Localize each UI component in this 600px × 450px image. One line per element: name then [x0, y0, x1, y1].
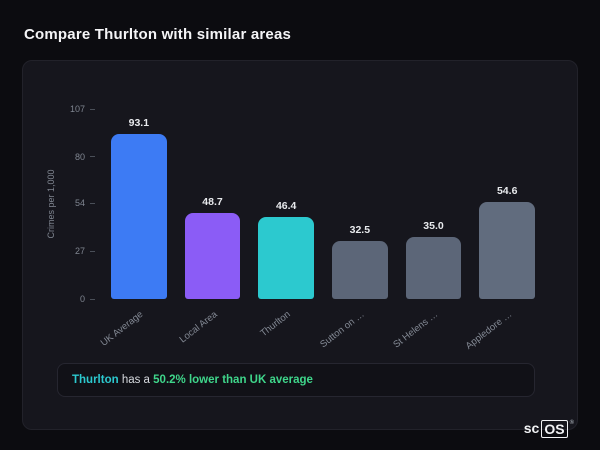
y-tick: 27	[75, 246, 95, 256]
x-axis-label: Thurlton	[258, 309, 293, 340]
chart-card: Crimes per 1,000 0 27 54 80 107 93.1 UK Avera…	[22, 60, 578, 430]
note-highlight-text: 50.2% lower than UK average	[153, 374, 313, 386]
bars: 93.1 UK Average 48.7 Local Area 46.4 Thurlton…	[99, 109, 536, 352]
bar[interactable]	[258, 216, 315, 299]
y-tick: 107	[70, 104, 95, 114]
y-tick: 80	[75, 152, 95, 162]
page-title: Compare Thurlton with similar areas	[24, 26, 292, 43]
bar-value-label: 93.1	[128, 116, 150, 129]
brand-logo: sc OS ®	[523, 419, 574, 438]
note-area-name: Thurlton	[72, 374, 119, 386]
bar-chart: Crimes per 1,000 0 27 54 80 107 93.1 UK Avera…	[46, 104, 536, 352]
bar[interactable]	[111, 133, 167, 299]
bar[interactable]	[184, 212, 241, 299]
bar-group: 48.7 Local Area	[177, 109, 241, 345]
note-middle-text: has a	[118, 374, 154, 386]
y-tick-label: 80	[74, 151, 85, 162]
y-tick-label: 107	[69, 104, 85, 114]
y-tick: 0	[80, 294, 95, 304]
bar-value-label: 48.7	[202, 195, 223, 208]
bar-group: 32.5 Sutton on …	[318, 109, 388, 350]
y-tick-mark	[90, 156, 95, 158]
bar-value-label: 54.6	[496, 185, 518, 198]
x-axis-label: Local Area	[177, 309, 220, 346]
y-tick-label: 54	[74, 198, 85, 209]
y-tick-mark	[90, 298, 95, 300]
logo-prefix: sc	[523, 419, 540, 436]
x-axis-label: Appledore …	[463, 309, 514, 352]
bar-value-label: 46.4	[275, 199, 297, 212]
bar-value-label: 35.0	[423, 219, 444, 232]
summary-note: Thurlton has a 50.2% lower than UK avera…	[57, 363, 535, 397]
y-tick: 54	[75, 198, 95, 208]
x-axis-label: Sutton on …	[318, 309, 367, 351]
logo-boxed-text: OS	[541, 419, 568, 438]
bar-group: 46.4 Thurlton	[258, 109, 315, 339]
registered-trademark-icon: ®	[569, 419, 574, 426]
y-tick-label: 27	[74, 246, 85, 257]
y-tick-mark	[90, 108, 95, 110]
bar-group: 54.6 Appledore …	[464, 109, 536, 352]
x-axis-label: St Helens …	[391, 309, 441, 351]
bar[interactable]	[332, 241, 388, 299]
y-tick-mark	[90, 202, 95, 204]
y-tick-mark	[90, 250, 95, 252]
bar[interactable]	[405, 236, 462, 299]
bar[interactable]	[479, 202, 536, 299]
bar-value-label: 32.5	[349, 224, 371, 237]
y-axis: 0 27 54 80 107	[70, 104, 535, 304]
bar-group: 93.1 UK Average	[99, 109, 167, 349]
y-tick-label: 0	[79, 294, 85, 304]
y-axis-title: Crimes per 1,000	[46, 169, 56, 239]
x-axis-label: UK Average	[99, 309, 146, 349]
bar-group: 35.0 St Helens …	[392, 109, 462, 351]
